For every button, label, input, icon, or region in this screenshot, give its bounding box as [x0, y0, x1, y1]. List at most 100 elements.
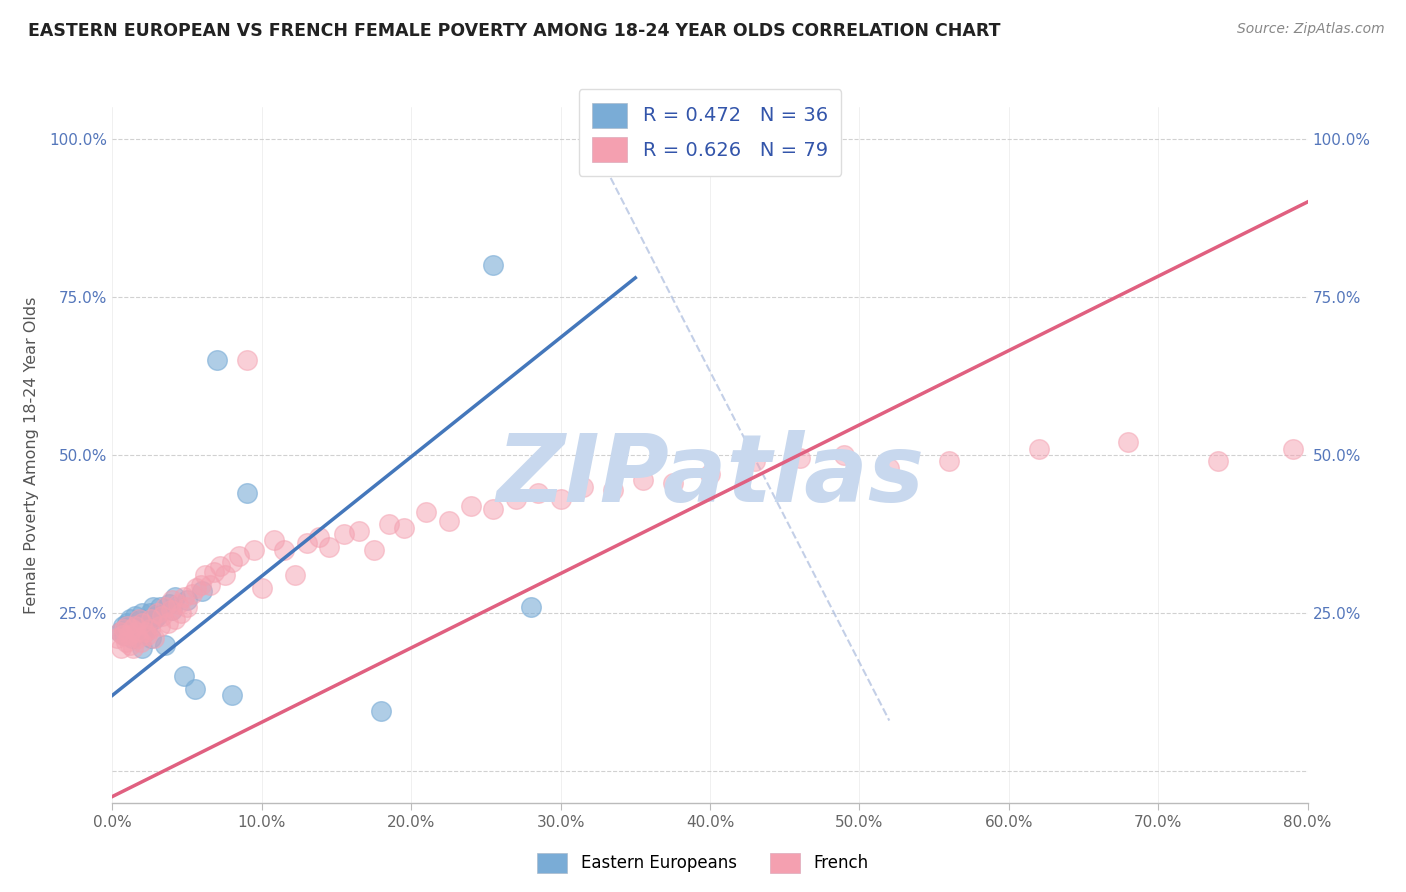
Point — [110, 640, 132, 655]
Point — [437, 514, 460, 528]
Point — [146, 609, 169, 624]
Point — [243, 542, 266, 557]
Point — [117, 622, 139, 636]
Point — [131, 615, 153, 630]
Point — [170, 606, 193, 620]
Point — [834, 448, 856, 462]
Point — [205, 353, 228, 368]
Point — [142, 599, 165, 614]
Text: ZIPatlas: ZIPatlas — [496, 430, 924, 522]
Point — [176, 599, 198, 614]
Point — [209, 558, 232, 573]
Point — [121, 622, 143, 636]
Point — [115, 634, 138, 648]
Point — [121, 632, 143, 646]
Point — [129, 612, 152, 626]
Point — [699, 467, 721, 481]
Point — [520, 599, 543, 614]
Point — [202, 565, 225, 579]
Point — [176, 593, 198, 607]
Point — [198, 577, 221, 591]
Point — [139, 622, 162, 636]
Point — [162, 603, 183, 617]
Legend: R = 0.472   N = 36, R = 0.626   N = 79: R = 0.472 N = 36, R = 0.626 N = 79 — [579, 89, 841, 176]
Point — [108, 625, 131, 640]
Point — [127, 632, 149, 646]
Point — [190, 577, 212, 591]
Point — [572, 479, 595, 493]
Point — [167, 597, 190, 611]
Point — [122, 640, 145, 655]
Point — [1118, 435, 1140, 450]
Point — [263, 533, 285, 548]
Point — [505, 492, 527, 507]
Point — [141, 612, 163, 626]
Text: EASTERN EUROPEAN VS FRENCH FEMALE POVERTY AMONG 18-24 YEAR OLDS CORRELATION CHAR: EASTERN EUROPEAN VS FRENCH FEMALE POVERT… — [28, 22, 1001, 40]
Point — [114, 622, 135, 636]
Point — [153, 638, 176, 652]
Point — [131, 640, 153, 655]
Point — [180, 587, 202, 601]
Point — [105, 632, 128, 646]
Point — [347, 524, 370, 538]
Point — [131, 606, 153, 620]
Point — [602, 483, 624, 497]
Point — [129, 634, 152, 648]
Point — [125, 618, 148, 632]
Point — [308, 530, 330, 544]
Point — [273, 542, 295, 557]
Point — [143, 612, 166, 626]
Point — [228, 549, 250, 563]
Point — [1281, 442, 1303, 456]
Point — [128, 612, 150, 626]
Point — [120, 638, 142, 652]
Point — [162, 593, 183, 607]
Point — [135, 618, 157, 632]
Point — [191, 583, 214, 598]
Point — [111, 618, 134, 632]
Point — [236, 486, 259, 500]
Point — [146, 606, 169, 620]
Point — [118, 628, 141, 642]
Point — [482, 258, 505, 272]
Point — [156, 615, 179, 630]
Point — [295, 536, 318, 550]
Point — [165, 612, 187, 626]
Point — [744, 454, 766, 468]
Point — [250, 581, 273, 595]
Point — [124, 625, 146, 640]
Point — [134, 625, 156, 640]
Point — [183, 681, 205, 696]
Point — [117, 615, 139, 630]
Point — [938, 454, 960, 468]
Point — [214, 568, 236, 582]
Point — [128, 622, 150, 636]
Point — [134, 625, 156, 640]
Point — [111, 628, 134, 642]
Point — [159, 603, 181, 617]
Point — [143, 632, 166, 646]
Point — [392, 521, 415, 535]
Point — [1028, 442, 1050, 456]
Point — [378, 517, 401, 532]
Point — [194, 568, 217, 582]
Point — [165, 591, 187, 605]
Point — [221, 688, 243, 702]
Point — [363, 542, 385, 557]
Point — [318, 540, 340, 554]
Point — [1206, 454, 1229, 468]
Point — [117, 618, 139, 632]
Point — [482, 501, 505, 516]
Point — [221, 556, 243, 570]
Point — [415, 505, 437, 519]
Point — [124, 618, 146, 632]
Legend: Eastern Europeans, French: Eastern Europeans, French — [531, 847, 875, 880]
Point — [125, 625, 148, 640]
Point — [150, 609, 173, 624]
Y-axis label: Female Poverty Among 18-24 Year Olds: Female Poverty Among 18-24 Year Olds — [24, 296, 38, 614]
Point — [139, 606, 162, 620]
Point — [789, 451, 811, 466]
Point — [550, 492, 572, 507]
Point — [879, 460, 901, 475]
Point — [460, 499, 482, 513]
